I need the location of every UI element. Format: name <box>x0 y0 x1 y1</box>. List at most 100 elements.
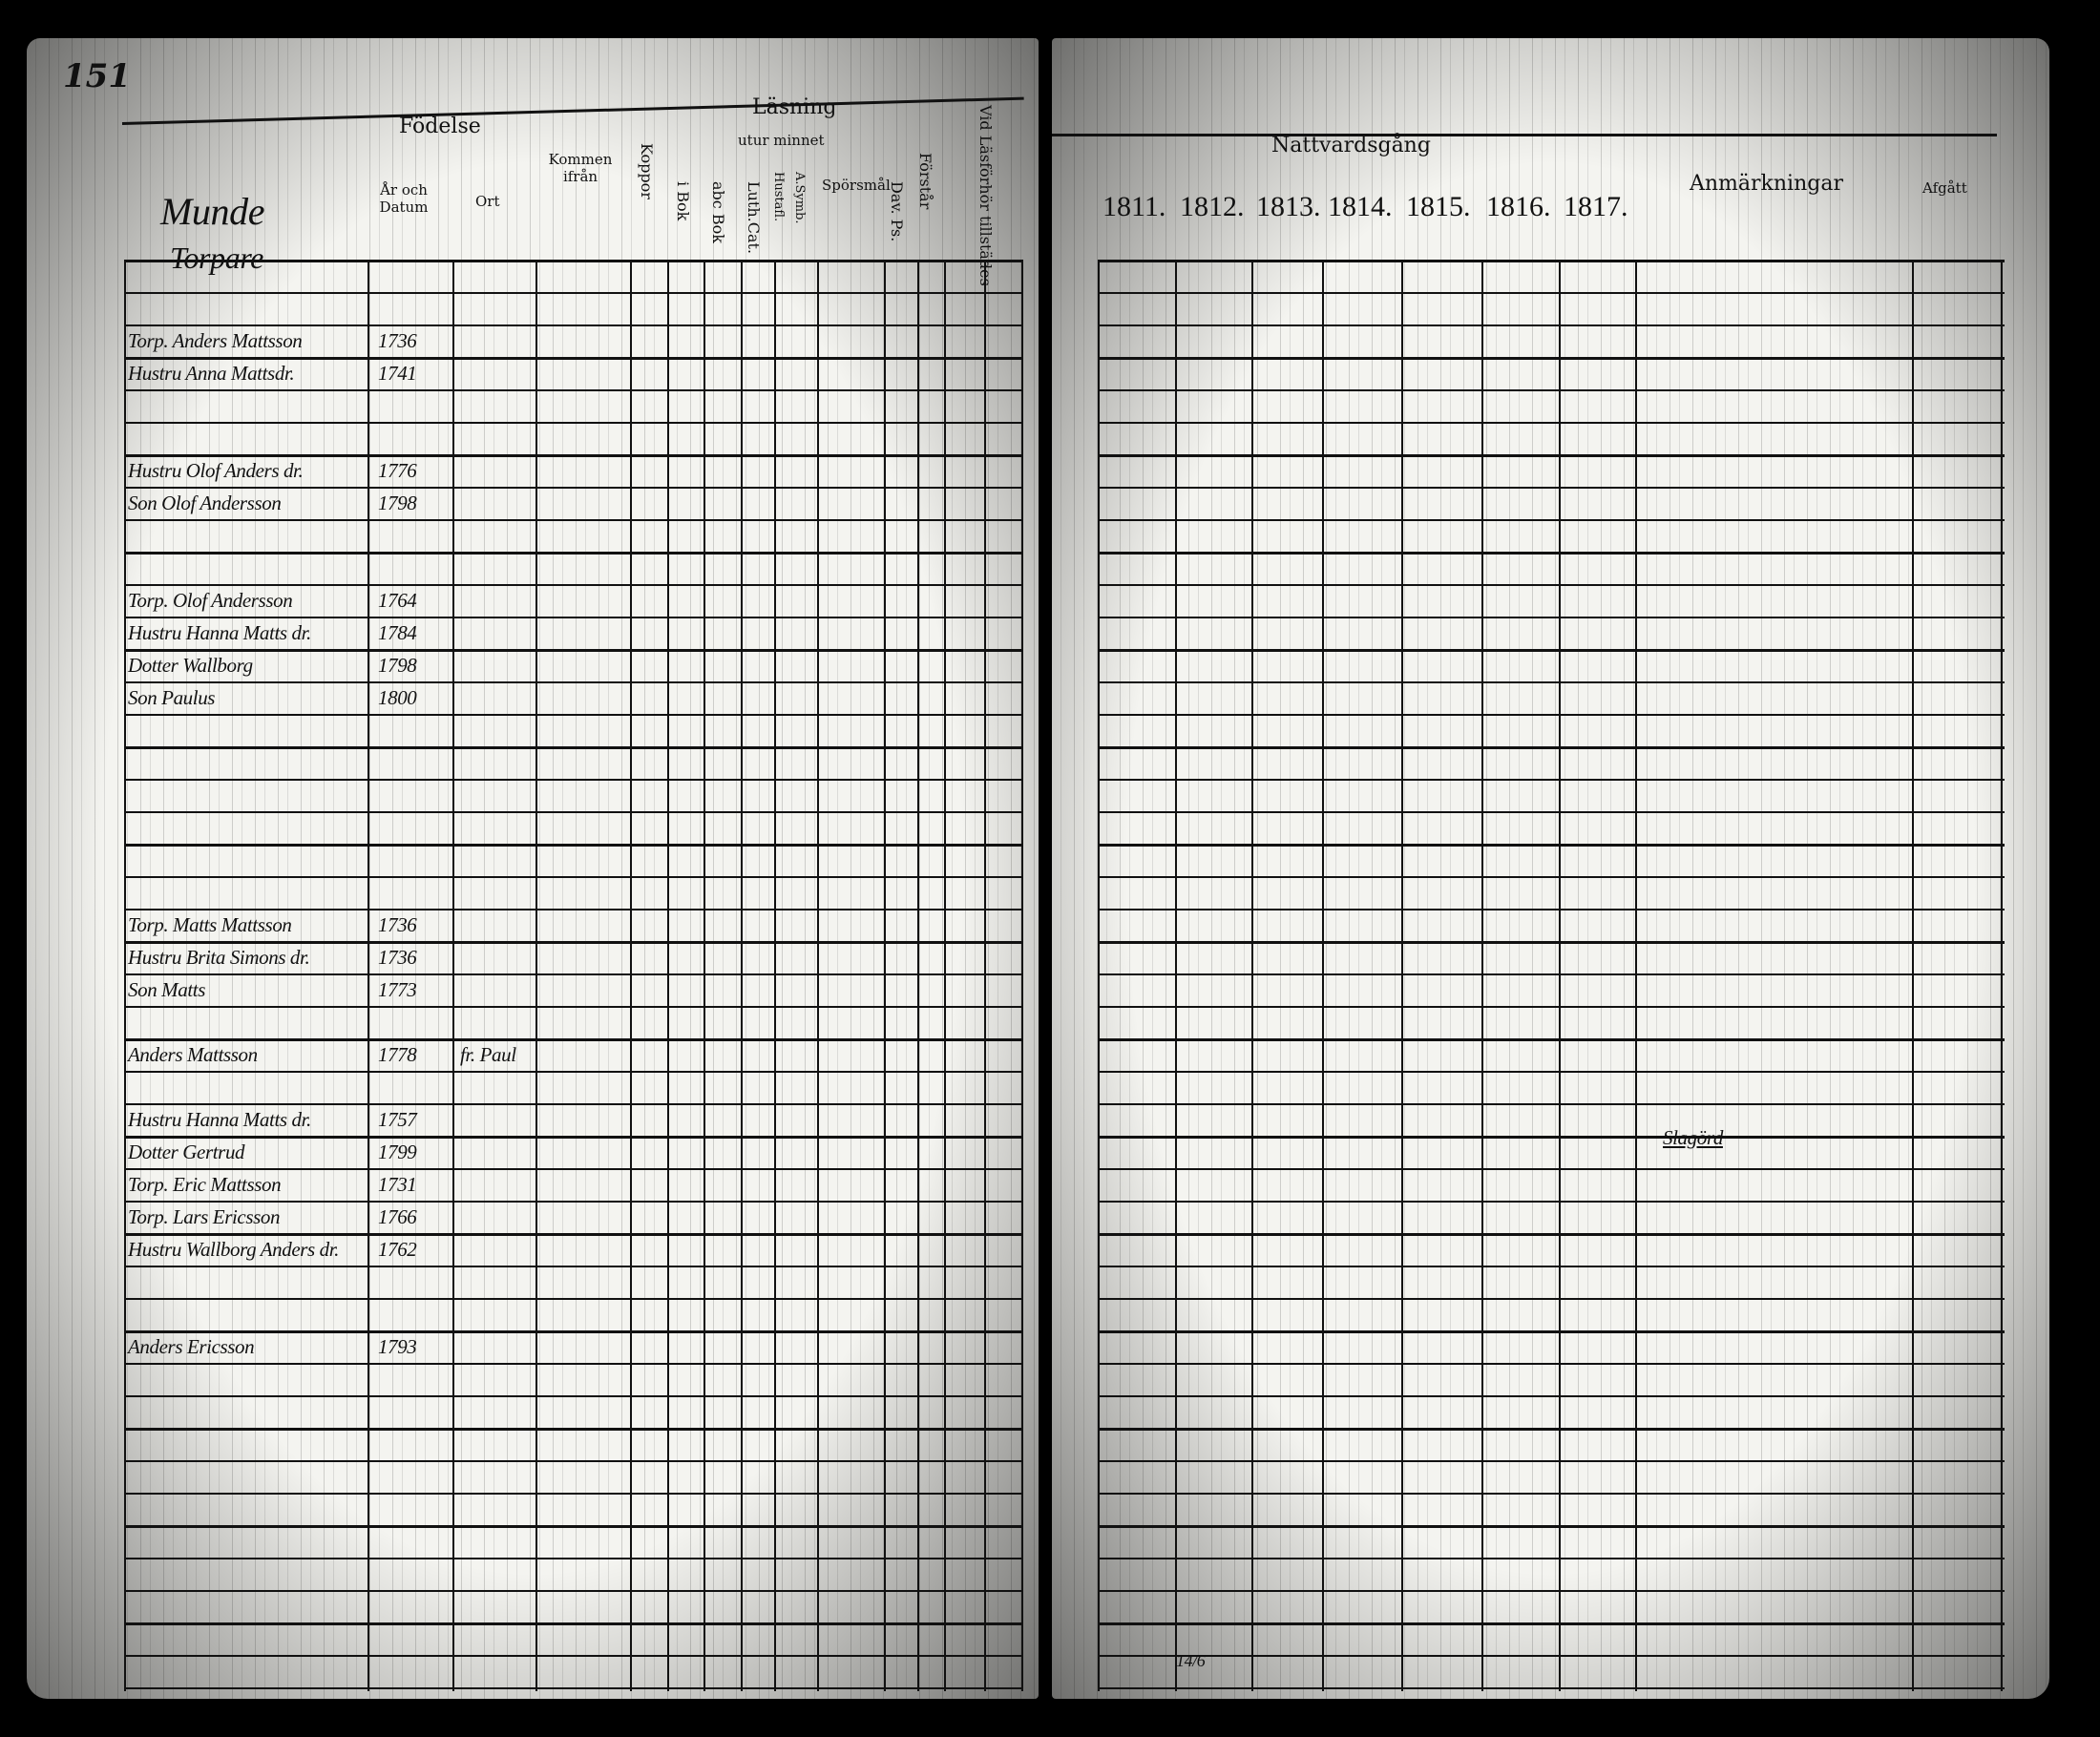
left-page: 151 Munde Torpare Födelse År och Datum O… <box>27 38 1039 1699</box>
entry-birth-year: 1766 <box>378 1205 417 1228</box>
grid-row-line <box>124 1298 1021 1300</box>
grid-row-line <box>1098 260 2005 262</box>
grid-row-line <box>1098 1687 2005 1689</box>
grid-row-line <box>124 1525 1021 1528</box>
grid-row-line <box>124 909 1021 910</box>
grid-row-line <box>1098 1168 2005 1170</box>
grid-row-line <box>1098 779 2005 781</box>
grid-row-line <box>124 487 1021 489</box>
grid-column-line <box>1021 260 1023 1691</box>
grid-row-line <box>1098 1493 2005 1495</box>
grid-row-line <box>124 519 1021 521</box>
entry-name: Son Olof Andersson <box>128 492 282 514</box>
entry-birth-year: 1798 <box>378 492 417 514</box>
entry-name: Anders Ericsson <box>128 1335 255 1358</box>
grid-column-line <box>984 260 986 1691</box>
grid-row-line <box>1098 617 2005 618</box>
entry-name: Hustru Hanna Matts dr. <box>128 621 311 644</box>
grid-row-line <box>1098 811 2005 813</box>
grid-row-line <box>124 422 1021 424</box>
grid-row-line <box>1098 1103 2005 1105</box>
year-1812: 1812. <box>1180 191 1245 222</box>
grid-row-line <box>1098 1330 2005 1333</box>
grid-row-line <box>124 649 1021 652</box>
grid-row-line <box>1098 487 2005 489</box>
entry-birth-place: fr. Paul <box>460 1043 516 1066</box>
category-label: Torpare <box>170 241 263 275</box>
grid-row-line <box>124 357 1021 360</box>
grid-row-line <box>124 876 1021 878</box>
header-by-heart: utur minnet <box>738 132 825 149</box>
grid-column-line <box>452 260 454 1691</box>
place-name: Munde <box>160 190 265 233</box>
grid-row-line <box>124 1103 1021 1105</box>
grid-column-line <box>741 260 743 1691</box>
grid-row-line <box>124 1493 1021 1495</box>
grid-row-line <box>1098 422 2005 424</box>
entry-name: Anders Mattsson <box>128 1043 258 1066</box>
grid-row-line <box>1098 454 2005 457</box>
grid-column-line <box>1322 260 1324 1691</box>
header-luther-catechism: Luth.Cat. <box>745 181 763 255</box>
header-a-symb: A.Symb. <box>792 172 807 224</box>
grid-row-line <box>1098 1006 2005 1008</box>
grid-row-line <box>124 324 1021 326</box>
entry-birth-year: 1798 <box>378 654 417 677</box>
grid-row-line <box>124 1006 1021 1008</box>
entry-name: Son Paulus <box>128 686 216 709</box>
remarks-entry: Slagörd <box>1663 1126 1723 1149</box>
grid-row-line <box>124 1558 1021 1559</box>
entry-name: Torp. Lars Ericsson <box>128 1205 281 1228</box>
grid-column-line <box>917 260 919 1691</box>
grid-column-line <box>630 260 632 1691</box>
header-communion: Nattvardsgång <box>1271 134 1431 157</box>
grid-row-line <box>1098 389 2005 391</box>
header-top-rule <box>1052 134 1997 136</box>
grid-row-line <box>1098 1363 2005 1365</box>
header-reading: Läsning <box>752 95 837 119</box>
grid-row-line <box>1098 1201 2005 1203</box>
grid-row-line <box>1098 1071 2005 1073</box>
header-at-examination: Vid Läsförhör tillstädes <box>976 105 995 286</box>
grid-row-line <box>124 454 1021 457</box>
entry-name: Torp. Anders Mattsson <box>128 329 303 352</box>
grid-row-line <box>124 1201 1021 1203</box>
grid-column-line <box>667 260 669 1691</box>
grid-row-line <box>1098 844 2005 847</box>
grid-column-line <box>1912 260 1914 1691</box>
grid-row-line <box>124 389 1021 391</box>
entry-name: Torp. Eric Mattsson <box>128 1173 282 1196</box>
entry-birth-year: 1784 <box>378 621 417 644</box>
left-register-grid <box>124 260 1023 1691</box>
entry-birth-year: 1762 <box>378 1238 417 1261</box>
grid-row-line <box>124 1330 1021 1333</box>
grid-row-line <box>1098 714 2005 716</box>
grid-row-line <box>1098 1395 2005 1397</box>
year-1811: 1811. <box>1102 191 1166 222</box>
grid-column-line <box>1175 260 1177 1691</box>
grid-row-line <box>1098 1622 2005 1625</box>
grid-row-line <box>1098 324 2005 326</box>
grid-row-line <box>124 1655 1021 1657</box>
page-number: 151 <box>63 57 131 95</box>
grid-row-line <box>1098 1590 2005 1592</box>
entry-birth-year: 1773 <box>378 978 417 1001</box>
grid-row-line <box>124 584 1021 586</box>
entry-birth-year: 1800 <box>378 686 417 709</box>
header-household: Hustafl. <box>771 172 786 222</box>
grid-row-line <box>1098 681 2005 683</box>
header-departed: Afgått <box>1922 179 1967 197</box>
grid-row-line <box>124 973 1021 975</box>
grid-row-line <box>1098 1038 2005 1041</box>
grid-row-line <box>124 779 1021 781</box>
entry-birth-year: 1736 <box>378 913 417 936</box>
grid-row-line <box>1098 909 2005 910</box>
grid-column-line <box>368 260 369 1691</box>
entry-name: Hustru Olof Anders dr. <box>128 459 304 482</box>
grid-row-line <box>1098 292 2005 294</box>
grid-row-line <box>1098 1525 2005 1528</box>
grid-row-line <box>124 844 1021 847</box>
entry-name: Dotter Wallborg <box>128 654 253 677</box>
grid-row-line <box>124 260 1021 262</box>
grid-row-line <box>1098 1266 2005 1267</box>
